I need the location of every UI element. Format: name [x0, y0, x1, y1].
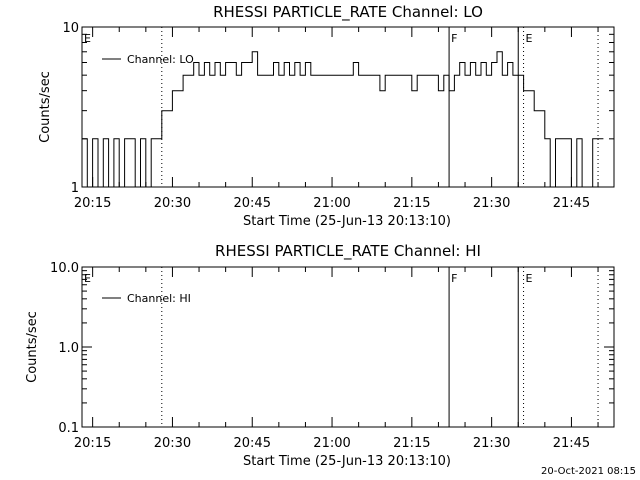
x-tick-label: 21:00 — [313, 436, 350, 451]
y-tick-label: 1 — [71, 181, 79, 196]
y-axis: 0.1 1.0 10.0 — [50, 261, 614, 436]
y-axis-label: Counts/sec — [38, 71, 53, 143]
series-line-lo — [82, 51, 604, 188]
x-tick-label: 21:15 — [393, 436, 430, 451]
x-tick-label: 21:45 — [553, 436, 590, 451]
x-tick-label: 21:30 — [473, 436, 510, 451]
panel-lo: RHESSI PARTICLE_RATE Channel: LO 1 10 20:… — [38, 3, 615, 229]
x-tick-label: 20:30 — [154, 196, 191, 211]
legend: Channel: LO — [102, 53, 194, 66]
chart-title: RHESSI PARTICLE_RATE Channel: HI — [215, 242, 481, 261]
x-axis: 20:15 20:30 20:45 21:00 21:15 21:30 21:45 — [74, 27, 599, 211]
chart-title: RHESSI PARTICLE_RATE Channel: LO — [213, 3, 483, 22]
event-marker-label: E — [526, 272, 533, 285]
x-tick-label: 21:15 — [393, 196, 430, 211]
x-axis: 20:15 20:30 20:45 21:00 21:15 21:30 21:45 — [74, 267, 599, 451]
x-tick-label: 20:45 — [234, 196, 271, 211]
x-tick-label: 20:45 — [234, 436, 271, 451]
y-tick-label: 10 — [62, 21, 79, 36]
panel-hi: RHESSI PARTICLE_RATE Channel: HI 0.1 1.0 1… — [25, 242, 615, 469]
x-tick-label: 20:15 — [74, 436, 111, 451]
x-tick-label: 21:30 — [473, 196, 510, 211]
x-tick-label: 20:30 — [154, 436, 191, 451]
event-marker-label: F — [451, 272, 457, 285]
event-marker-label: E — [526, 32, 533, 45]
y-tick-label: 10.0 — [50, 261, 79, 276]
y-tick-label: 0.1 — [58, 421, 79, 436]
x-tick-label: 21:45 — [553, 196, 590, 211]
x-axis-label: Start Time (25-Jun-13 20:13:10) — [243, 214, 451, 229]
y-axis: 1 10 — [62, 21, 614, 196]
event-marker-label: E — [84, 32, 91, 45]
y-axis-label: Counts/sec — [25, 311, 40, 383]
y-tick-label: 1.0 — [58, 341, 79, 356]
x-tick-label: 21:00 — [313, 196, 350, 211]
plot-frame — [81, 26, 615, 188]
event-marker-label: E — [84, 272, 91, 285]
event-marker-label: F — [451, 32, 457, 45]
legend: Channel: HI — [102, 292, 191, 305]
legend-label: Channel: HI — [127, 292, 191, 305]
x-axis-label: Start Time (25-Jun-13 20:13:10) — [243, 454, 451, 469]
footer-timestamp: 20-Oct-2021 08:15 — [541, 466, 636, 477]
legend-label: Channel: LO — [127, 53, 194, 66]
x-tick-label: 20:15 — [74, 196, 111, 211]
